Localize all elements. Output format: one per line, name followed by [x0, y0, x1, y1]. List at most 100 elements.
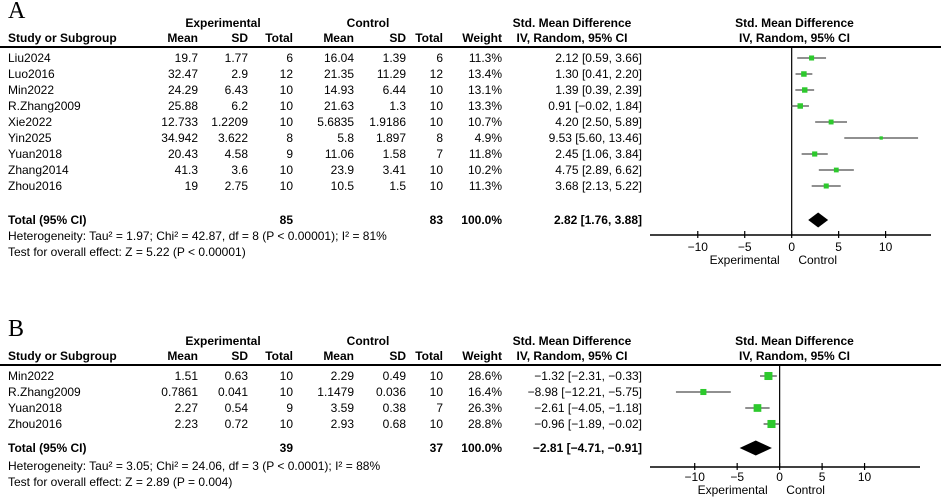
- exp-sd-cell: 2.75: [224, 179, 248, 193]
- weight-cell: 13.4%: [467, 67, 502, 81]
- ctl-total-cell: 12: [429, 67, 443, 81]
- col-header-sd-exp: SD: [231, 349, 248, 363]
- header-rule: [0, 364, 941, 366]
- ctl-total-cell: 10: [429, 369, 443, 383]
- exp-sd-cell: 0.041: [217, 385, 248, 399]
- panel-a-label: A: [8, 0, 26, 24]
- summary-diamond: [739, 440, 772, 456]
- plot-header-line2: IV, Random, 95% CI: [739, 349, 850, 363]
- col-header-study: Study or Subgroup: [8, 349, 117, 363]
- study-row: Liu2024 19.7 1.77 6 16.04 1.39 6 11.3% 2.12 [0.5…: [8, 50, 642, 66]
- ctl-mean-cell: 5.6835: [317, 115, 354, 129]
- exp-total-cell: 9: [286, 147, 293, 161]
- exp-mean-cell: 1.51: [174, 369, 198, 383]
- exp-sd-cell: 0.63: [224, 369, 248, 383]
- study-name-cell: Yuan2018: [8, 401, 63, 415]
- study-row: Yuan2018 2.27 0.54 9 3.59 0.38 7 26.3% −2.61 [−4…: [8, 400, 642, 416]
- ctl-total-cell: 10: [429, 83, 443, 97]
- ci-text-cell: −1.32 [−2.31, −0.33]: [534, 369, 642, 383]
- study-name-cell: Yuan2018: [8, 147, 63, 161]
- col-header-study: Study or Subgroup: [8, 31, 117, 45]
- ci-text-cell: 3.68 [2.13, 5.22]: [555, 179, 642, 193]
- study-name-cell: Zhou2016: [8, 417, 63, 431]
- study-rows: Liu2024 19.7 1.77 6 16.04 1.39 6 11.3% 2.12 [0.5…: [8, 50, 642, 194]
- col-header-weight: Weight: [462, 349, 502, 363]
- exp-total-cell: 9: [286, 401, 293, 415]
- ctl-mean-cell: 14.93: [323, 83, 354, 97]
- group-header-control: Control: [346, 16, 390, 30]
- study-name-cell: R.Zhang2009: [8, 99, 81, 113]
- ctl-sd-cell: 1.5: [389, 179, 406, 193]
- ctl-mean-cell: 1.1479: [317, 385, 354, 399]
- ci-text-cell: −2.61 [−4.05, −1.18]: [534, 401, 642, 415]
- total-row: Total (95% CI) 85 83 100.0% 2.82 [1.76, …: [8, 212, 642, 228]
- axis-tick-label: 5: [835, 240, 842, 254]
- effect-marker: [809, 55, 815, 61]
- weight-cell: 28.6%: [467, 369, 502, 383]
- ci-text-cell: 1.39 [0.39, 2.39]: [555, 83, 642, 97]
- col-header-mean-exp: Mean: [167, 349, 198, 363]
- ctl-total-cell: 7: [436, 147, 443, 161]
- group-header-smd: Std. Mean Difference: [512, 16, 632, 30]
- study-row: Xie2022 12.733 1.2209 10 5.6835 1.9186 10 10.7%…: [8, 114, 642, 130]
- effect-marker: [833, 167, 839, 173]
- ctl-mean-cell: 3.59: [330, 401, 354, 415]
- ctl-mean-cell: 21.35: [323, 67, 354, 81]
- axis-tick-label: −5: [730, 470, 744, 484]
- total-exp-n: 85: [279, 213, 293, 227]
- axis-tick-label: 5: [819, 470, 826, 484]
- axis-tick-label: 10: [858, 470, 872, 484]
- col-header-weight: Weight: [462, 31, 502, 45]
- exp-total-cell: 8: [286, 131, 293, 145]
- exp-total-cell: 10: [279, 369, 293, 383]
- weight-cell: 10.2%: [467, 163, 502, 177]
- axis-right-label: Control: [798, 253, 837, 267]
- effect-marker: [879, 136, 883, 140]
- group-header-experimental: Experimental: [185, 334, 261, 348]
- effect-marker: [823, 183, 829, 189]
- exp-mean-cell: 41.3: [174, 163, 198, 177]
- exp-total-cell: 12: [279, 67, 293, 81]
- overall-effect-note: Test for overall effect: Z = 5.22 (P < 0…: [8, 245, 246, 259]
- effect-marker: [767, 419, 776, 429]
- heterogeneity-note: Heterogeneity: Tau² = 3.05; Chi² = 24.06…: [8, 459, 381, 473]
- exp-total-cell: 10: [279, 163, 293, 177]
- axis-right-label: Control: [786, 483, 825, 497]
- study-row: Zhou2016 19 2.75 10 10.5 1.5 10 11.3% 3.68 [2.13…: [8, 178, 642, 194]
- ctl-total-cell: 7: [436, 401, 443, 415]
- ctl-sd-cell: 0.68: [382, 417, 406, 431]
- exp-total-cell: 10: [279, 417, 293, 431]
- study-name-cell: Liu2024: [8, 51, 51, 65]
- group-header-row: Experimental Control Std. Mean Differenc…: [8, 16, 642, 31]
- study-name-cell: Zhou2016: [8, 179, 63, 193]
- effect-marker: [700, 388, 707, 396]
- exp-total-cell: 10: [279, 385, 293, 399]
- exp-sd-cell: 1.77: [224, 51, 248, 65]
- weight-cell: 13.3%: [467, 99, 502, 113]
- weight-cell: 11.3%: [468, 179, 502, 193]
- total-weight: 100.0%: [461, 213, 502, 227]
- overall-effect-note: Test for overall effect: Z = 2.89 (P = 0…: [8, 475, 233, 489]
- ctl-total-cell: 6: [436, 51, 443, 65]
- total-ctl-n: 83: [429, 213, 443, 227]
- study-row: Yin2025 34.942 3.622 8 5.8 1.897 8 4.9% 9.53 [5.…: [8, 130, 642, 146]
- ctl-sd-cell: 11.29: [376, 67, 406, 81]
- exp-sd-cell: 1.2209: [211, 115, 248, 129]
- forest-plot-area: Std. Mean Difference IV, Random, 95% CI …: [648, 318, 941, 504]
- weight-cell: 28.8%: [467, 417, 502, 431]
- exp-sd-cell: 3.6: [231, 163, 248, 177]
- exp-mean-cell: 0.7861: [161, 385, 198, 399]
- col-header-ci: IV, Random, 95% CI: [516, 349, 628, 363]
- ctl-sd-cell: 3.41: [382, 163, 406, 177]
- forest-plot-svg: −10 −5 0 5 10 Experimental Control: [650, 47, 931, 267]
- ci-text-cell: 9.53 [5.60, 13.46]: [548, 131, 642, 145]
- total-ci-text: −2.81 [−4.71, −0.91]: [532, 441, 642, 455]
- effect-marker: [812, 151, 818, 157]
- ctl-sd-cell: 1.3: [389, 99, 406, 113]
- ctl-mean-cell: 11.06: [324, 147, 354, 161]
- axis-left-label: Experimental: [698, 483, 768, 497]
- exp-mean-cell: 25.88: [167, 99, 198, 113]
- weight-cell: 10.7%: [467, 115, 502, 129]
- plot-header-line1: Std. Mean Difference: [735, 16, 854, 30]
- ctl-sd-cell: 1.897: [375, 131, 406, 145]
